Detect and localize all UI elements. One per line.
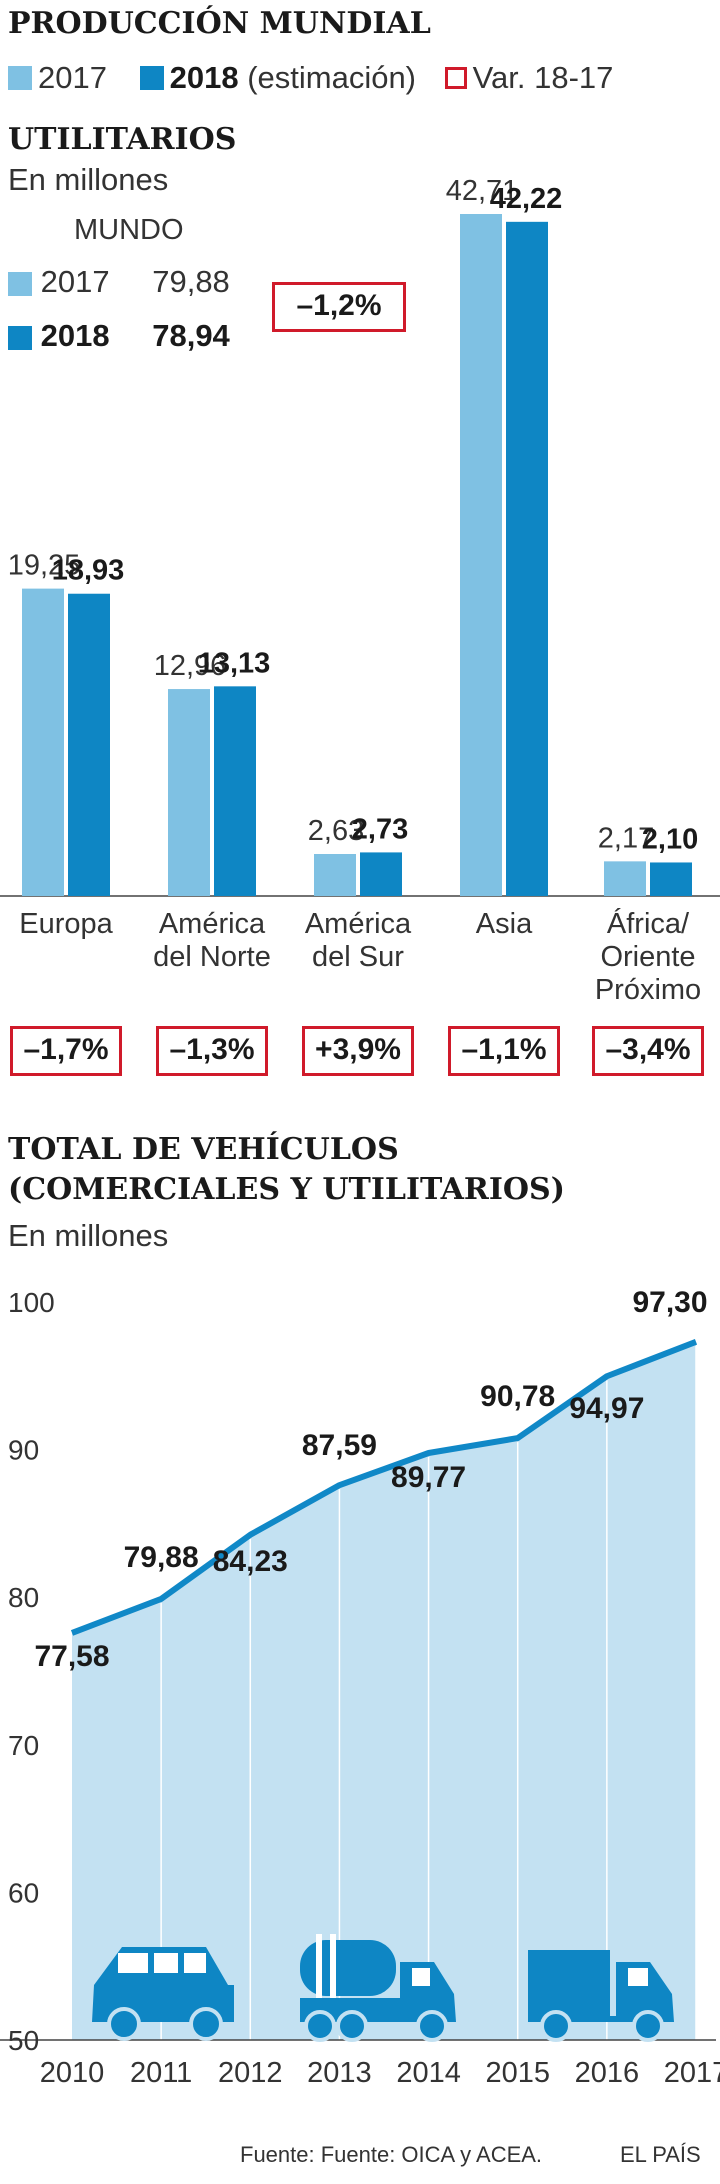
x-tick-2013: 2013 — [307, 2057, 372, 2089]
world-value-2018: 78,94 — [152, 318, 230, 353]
y-tick-80: 80 — [8, 1582, 39, 1613]
bar-label-2018-1: 13,13 — [198, 647, 271, 679]
bar-variation-box-2: +3,9% — [302, 1026, 414, 1076]
world-row-2018: 2018 78,94 — [8, 318, 230, 354]
bar-label-2017-3: 42,71 — [446, 175, 519, 207]
brand-label: EL PAÍS — [620, 2142, 701, 2167]
legend-label-variation: Var. 18-17 — [472, 60, 614, 95]
area-chart-title: TOTAL DE VEHÍCULOS (COMERCIALES Y UTILIT… — [8, 1130, 565, 1210]
legend-label-2017: 2017 — [38, 60, 107, 95]
value-label-2016: 94,97 — [569, 1392, 644, 1425]
category-label-1-0: América — [159, 908, 266, 940]
page-title: PRODUCCIÓN MUNDIAL — [8, 6, 431, 41]
value-label-2012: 84,23 — [213, 1545, 288, 1578]
x-tick-2010: 2010 — [40, 2057, 105, 2089]
bar-label-2017-4: 2,17 — [598, 822, 654, 854]
category-label-2-0: América — [305, 908, 412, 940]
category-label-4-2: Próximo — [595, 974, 701, 1006]
x-tick-2011: 2011 — [130, 2057, 192, 2089]
bar-chart-title: UTILITARIOS — [8, 122, 237, 157]
tanker-truck-icon — [300, 1934, 456, 2042]
bar-2018-4 — [650, 862, 692, 896]
category-label-4-1: Oriente — [600, 941, 695, 973]
bar-2017-3 — [460, 214, 502, 896]
bar-2017-2 — [314, 854, 356, 896]
x-tick-2017: 2017 — [664, 2057, 720, 2089]
world-year-2018: 2018 — [40, 318, 110, 353]
source-note: Fuente: Fuente: OICA y ACEA. — [240, 2142, 543, 2167]
bar-label-2018-3: 42,22 — [490, 183, 563, 215]
bar-variation-box-0: –1,7% — [10, 1026, 122, 1076]
bar-2017-0 — [22, 588, 64, 896]
bar-label-2018-0: 18,93 — [52, 555, 125, 587]
bar-variation-box-4: –3,4% — [592, 1026, 704, 1076]
world-year-2017: 2017 — [40, 264, 110, 299]
bar-label-2018-2: 2,73 — [352, 813, 408, 845]
area-chart-title-line-1: TOTAL DE VEHÍCULOS — [8, 1132, 399, 1167]
legend: 2017 2018 (estimación) Var. 18-17 — [8, 60, 613, 96]
bar-2017-1 — [168, 689, 210, 896]
value-label-2017: 97,30 — [632, 1286, 707, 1319]
bar-chart: 19,25 12,96 2,63 42,71 2,17 18,93 13,13 2,73 42,… — [0, 175, 720, 1006]
bar-2018-0 — [68, 593, 110, 896]
bar-label-2017-0: 19,25 — [8, 550, 81, 582]
bar-2017-4 — [604, 861, 646, 896]
legend-swatch-2017 — [8, 65, 32, 90]
x-tick-2012: 2012 — [218, 2057, 283, 2089]
y-tick-60: 60 — [8, 1877, 39, 1908]
y-tick-70: 70 — [8, 1730, 39, 1761]
car-icon — [92, 1947, 234, 2041]
category-label-2-1: del Sur — [312, 941, 404, 973]
bar-variation-box-3: –1,1% — [448, 1026, 560, 1076]
bar-2018-3 — [506, 221, 548, 896]
area-line — [70, 1339, 698, 1636]
bar-label-2017-2: 2,63 — [308, 815, 364, 847]
value-label-2011: 79,88 — [124, 1541, 199, 1574]
value-label-2013: 87,59 — [302, 1429, 377, 1462]
area-fill — [72, 1341, 696, 2040]
category-label-1-1: del Norte — [153, 941, 271, 973]
value-label-2015: 90,78 — [480, 1380, 555, 1413]
x-tick-2014: 2014 — [396, 2057, 461, 2089]
category-label-0-0: Europa — [19, 908, 113, 940]
bar-chart-subtitle: En millones — [8, 162, 169, 197]
y-tick-50: 50 — [8, 2025, 39, 2056]
delivery-truck-icon — [528, 1950, 674, 2042]
area-chart-title-line-2: (COMERCIALES Y UTILITARIOS) — [8, 1172, 565, 1207]
legend-note-2018: (estimación) — [247, 60, 417, 95]
area-chart-subtitle: En millones — [8, 1218, 169, 1253]
x-tick-2015: 2015 — [485, 2057, 550, 2089]
x-tick-2016: 2016 — [575, 2057, 640, 2089]
world-label: MUNDO — [74, 214, 184, 246]
bar-2018-1 — [214, 686, 256, 896]
world-row-2017: 2017 79,88 — [8, 264, 230, 300]
bar-2018-2 — [360, 852, 402, 896]
category-label-4-0: África/ — [607, 907, 690, 940]
legend-label-2018: 2018 — [169, 60, 239, 95]
value-label-2010: 77,58 — [34, 1640, 109, 1673]
value-label-2014: 89,77 — [391, 1461, 466, 1494]
world-swatch-2018 — [8, 325, 32, 350]
legend-swatch-2018 — [139, 65, 164, 90]
bar-variation-box-1: –1,3% — [156, 1026, 268, 1076]
legend-swatch-variation — [444, 66, 467, 89]
y-tick-90: 90 — [8, 1435, 39, 1466]
world-value-2017: 79,88 — [152, 264, 230, 299]
bar-label-2018-4: 2,10 — [642, 823, 698, 855]
category-label-3-0: Asia — [476, 908, 533, 940]
world-swatch-2017 — [8, 271, 32, 296]
world-variation-box: –1,2% — [272, 282, 406, 332]
bar-label-2017-1: 12,96 — [154, 650, 227, 682]
y-tick-100: 100 — [8, 1287, 55, 1318]
